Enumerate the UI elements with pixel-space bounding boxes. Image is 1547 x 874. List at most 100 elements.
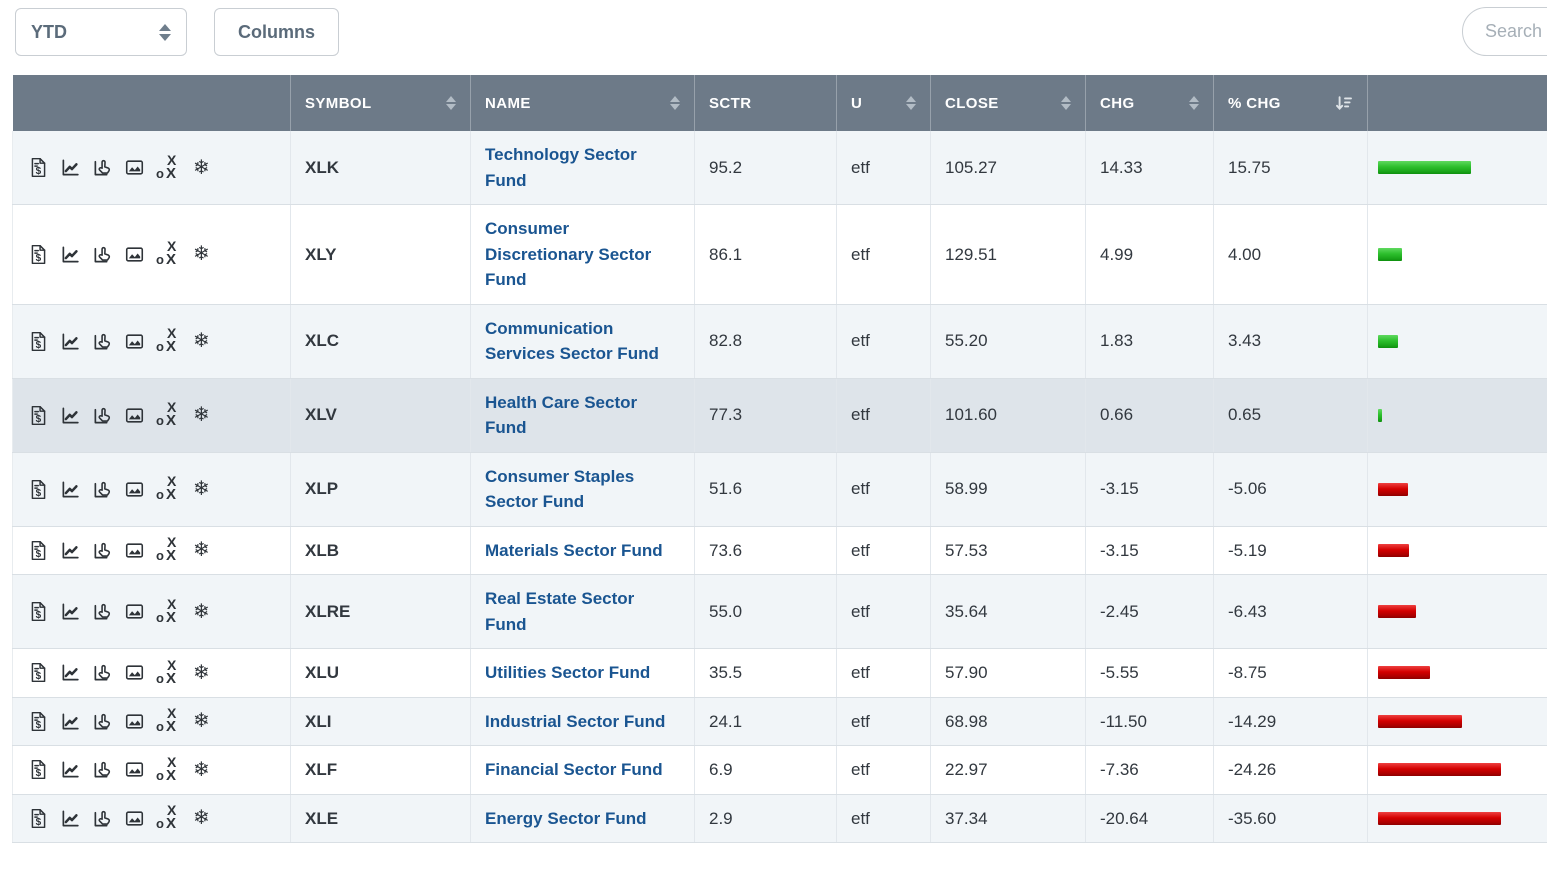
symbol-cell: XLV [290, 378, 471, 453]
seasonality-icon[interactable]: ❄ [193, 404, 210, 426]
sharpchart-icon[interactable] [60, 601, 81, 623]
interactive-chart-icon[interactable] [92, 404, 113, 426]
galleryview-icon[interactable] [124, 157, 145, 179]
interactive-chart-icon[interactable] [92, 243, 113, 265]
sharpchart-icon[interactable] [60, 710, 81, 732]
name-link[interactable]: Industrial Sector Fund [485, 711, 666, 731]
interactive-chart-icon[interactable] [92, 662, 113, 684]
price-data-icon[interactable]: $ [28, 601, 49, 623]
th-close[interactable]: CLOSE [930, 75, 1086, 131]
period-select[interactable]: YTD [15, 8, 187, 56]
galleryview-icon[interactable] [124, 539, 145, 561]
sharpchart-icon[interactable] [60, 157, 81, 179]
symbol-value: XLF [305, 760, 338, 779]
interactive-chart-icon[interactable] [92, 478, 113, 500]
price-data-icon[interactable]: $ [28, 662, 49, 684]
th-chg[interactable]: CHG [1085, 75, 1214, 131]
name-link[interactable]: Consumer Staples Sector Fund [485, 466, 635, 512]
name-link[interactable]: Financial Sector Fund [485, 760, 663, 779]
interactive-chart-icon[interactable] [92, 157, 113, 179]
close-value: 68.98 [945, 711, 988, 731]
columns-button[interactable]: Columns [214, 8, 340, 56]
price-data-icon[interactable]: $ [28, 710, 49, 732]
interactive-chart-icon[interactable] [92, 601, 113, 623]
seasonality-icon[interactable]: ❄ [193, 539, 210, 562]
name-link[interactable]: Energy Sector Fund [485, 808, 647, 828]
sharpchart-icon[interactable] [60, 243, 81, 265]
galleryview-icon[interactable] [124, 601, 145, 623]
sharpchart-icon[interactable] [60, 807, 81, 829]
sharpchart-icon[interactable] [60, 759, 81, 781]
galleryview-icon[interactable] [124, 478, 145, 500]
name-cell: Consumer Discretionary Sector Fund [470, 204, 695, 305]
interactive-chart-icon[interactable] [92, 807, 113, 829]
name-link[interactable]: Utilities Sector Fund [485, 663, 651, 682]
seasonality-icon[interactable]: ❄ [193, 758, 210, 781]
universe-value: etf [851, 711, 870, 731]
price-data-icon[interactable]: $ [28, 330, 49, 352]
svg-text:$: $ [36, 166, 42, 177]
seasonality-icon[interactable]: ❄ [193, 710, 210, 733]
seasonality-icon[interactable]: ❄ [193, 243, 210, 266]
sharpchart-icon[interactable] [60, 404, 81, 426]
interactive-chart-icon[interactable] [92, 710, 113, 732]
seasonality-icon[interactable]: ❄ [193, 330, 210, 352]
sharpchart-icon[interactable] [60, 330, 81, 352]
price-data-icon[interactable]: $ [28, 759, 49, 781]
sharpchart-icon[interactable] [60, 662, 81, 684]
interactive-chart-icon[interactable] [92, 759, 113, 781]
galleryview-icon[interactable] [124, 662, 145, 684]
seasonality-icon[interactable]: ❄ [193, 600, 210, 623]
sharpchart-icon[interactable] [60, 478, 81, 500]
th-pctchg[interactable]: % CHG [1213, 75, 1368, 131]
name-link[interactable]: Consumer Discretionary Sector Fund [485, 219, 652, 289]
galleryview-icon[interactable] [124, 243, 145, 265]
th-symbol[interactable]: SYMBOL [290, 75, 471, 131]
name-link[interactable]: Technology Sector Fund [485, 145, 637, 190]
galleryview-icon[interactable] [124, 807, 145, 829]
name-link[interactable]: Communication Services Sector Fund [485, 318, 659, 364]
price-data-icon[interactable]: $ [28, 157, 49, 179]
galleryview-icon[interactable] [124, 330, 145, 352]
seasonality-icon[interactable]: ❄ [193, 807, 210, 830]
name-link[interactable]: Health Care Sector Fund [485, 392, 638, 438]
symbol-cell: XLRE [290, 574, 471, 649]
pct-chg-value: 4.00 [1228, 244, 1262, 264]
th-universe[interactable]: U [836, 75, 931, 131]
seasonality-icon[interactable]: ❄ [193, 478, 210, 500]
galleryview-icon[interactable] [124, 759, 145, 781]
th-name[interactable]: NAME [470, 75, 695, 131]
close-cell: 101.60 [930, 378, 1086, 453]
price-data-icon[interactable]: $ [28, 539, 49, 561]
galleryview-icon[interactable] [124, 710, 145, 732]
price-data-icon[interactable]: $ [28, 807, 49, 829]
seasonality-icon[interactable]: ❄ [193, 156, 210, 179]
search-input[interactable] [1462, 7, 1547, 56]
name-link[interactable]: Real Estate Sector Fund [485, 589, 635, 634]
symbol-cell: XLK [290, 131, 471, 205]
price-data-icon[interactable]: $ [28, 404, 49, 426]
name-link[interactable]: Materials Sector Fund [485, 540, 663, 560]
price-data-icon[interactable]: $ [28, 478, 49, 500]
sharpchart-icon[interactable] [60, 539, 81, 561]
interactive-chart-icon[interactable] [92, 539, 113, 561]
svg-text:$: $ [36, 253, 42, 264]
galleryview-icon[interactable] [124, 404, 145, 426]
seasonality-icon[interactable]: ❄ [193, 661, 210, 684]
interactive-chart-icon[interactable] [92, 330, 113, 352]
price-data-icon[interactable]: $ [28, 243, 49, 265]
chg-value: 14.33 [1100, 157, 1143, 177]
